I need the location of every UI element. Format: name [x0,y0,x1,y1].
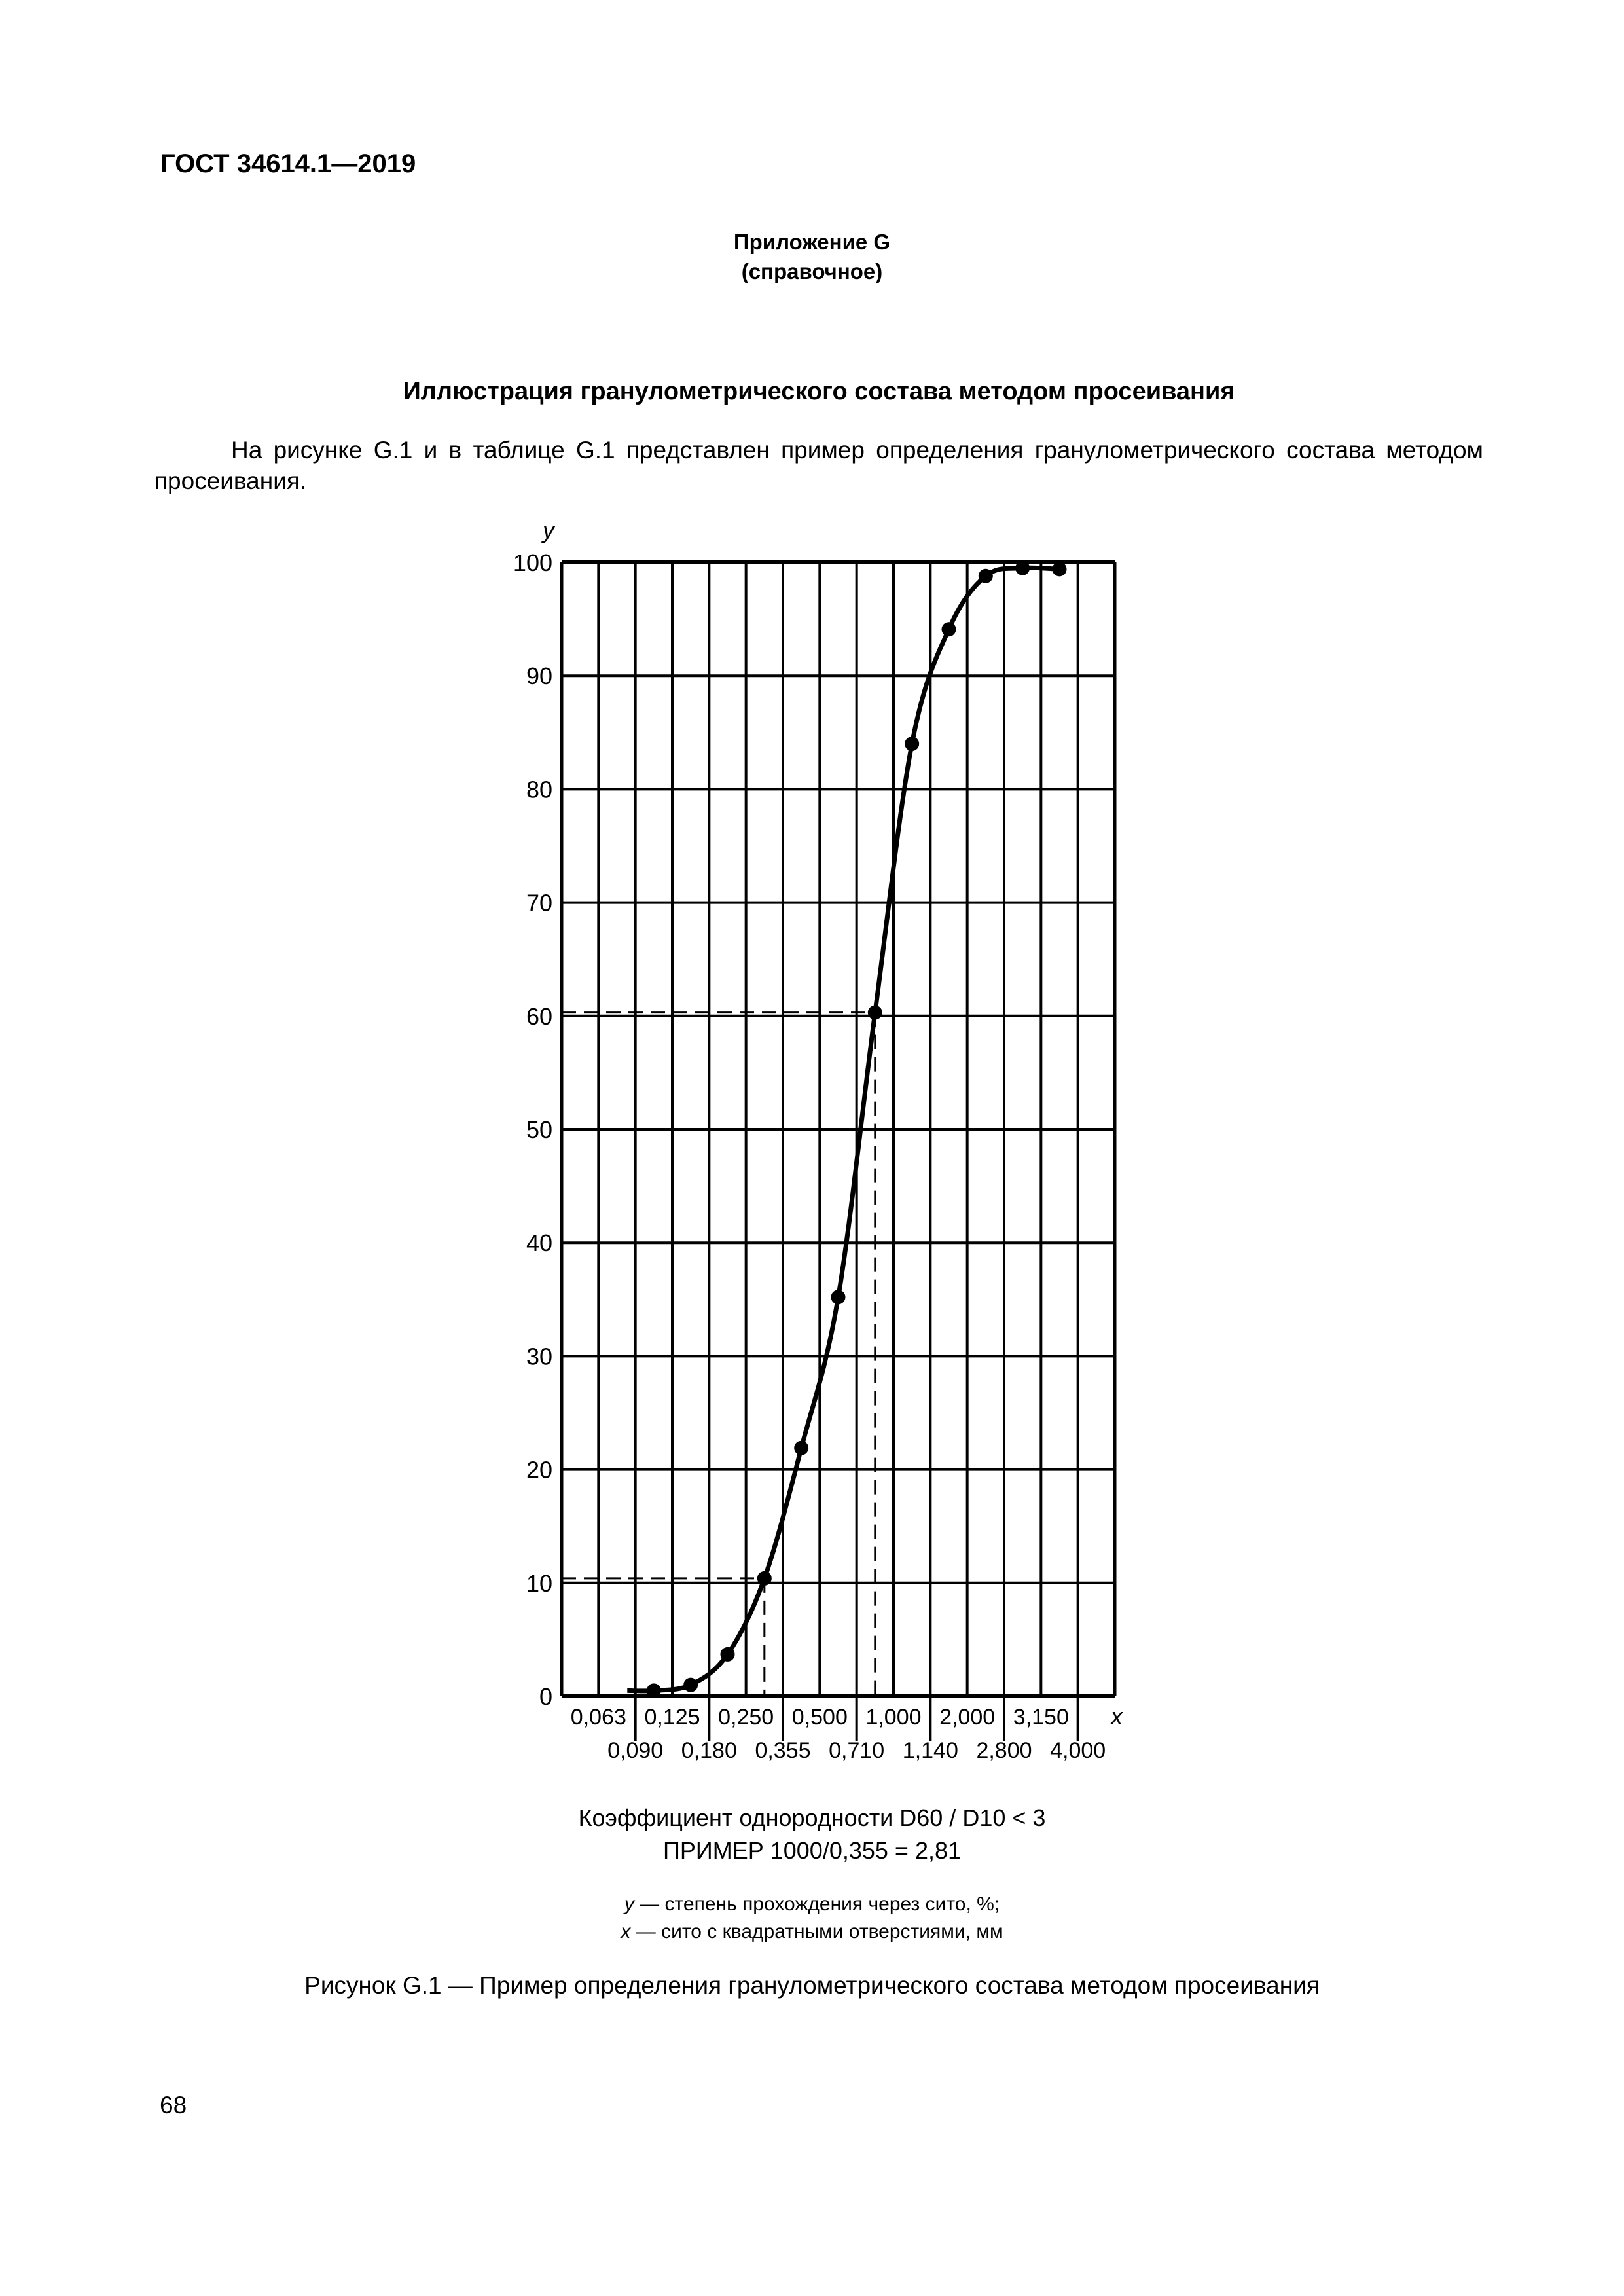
svg-text:2,800: 2,800 [976,1738,1032,1763]
legend-x: x — сито с квадратными отверстиями, мм [621,1921,1003,1942]
document-header: ГОСТ 34614.1—2019 [160,149,416,178]
svg-text:2,000: 2,000 [939,1705,995,1730]
svg-text:100: 100 [513,549,552,576]
svg-text:y: y [541,517,556,543]
svg-text:40: 40 [526,1230,552,1256]
svg-text:70: 70 [526,890,552,917]
data-point [978,568,993,583]
annex-type: (справочное) [741,259,883,283]
section-title: Иллюстрация гранулометрического состава … [403,378,1235,405]
data-point [941,622,956,637]
data-point [905,737,920,752]
svg-text:60: 60 [526,1003,552,1030]
svg-text:0,180: 0,180 [681,1738,737,1763]
annex-heading: Приложение G (справочное) [0,227,1624,286]
svg-text:3,150: 3,150 [1013,1705,1069,1730]
data-point [646,1683,661,1698]
svg-text:0,125: 0,125 [644,1705,700,1730]
granulometric-chart: 0 10 20 30 40 50 60 70 80 90 100 0,063 0,125 0,250 0,5… [513,517,1124,1763]
svg-text:0: 0 [539,1683,552,1710]
svg-text:0,090: 0,090 [607,1738,663,1763]
svg-text:30: 30 [526,1343,552,1370]
annex-title: Приложение G [733,230,891,254]
svg-text:0,710: 0,710 [829,1738,884,1763]
figure-caption: Рисунок G.1 — Пример определения грануло… [304,1972,1320,1999]
grading-curve [627,560,1067,1698]
data-point [1052,562,1067,577]
legend-y: y — степень прохождения через сито, %; [624,1893,1000,1915]
page-number: 68 [160,2092,187,2119]
svg-text:20: 20 [526,1457,552,1484]
svg-text:0,500: 0,500 [792,1705,848,1730]
data-point [1015,560,1030,575]
uniformity-note: Коэффициент однородности D60 / D10 < 3 [578,1804,1046,1831]
svg-text:90: 90 [526,663,552,689]
body-paragraph: На рисунке G.1 и в таблице G.1 представл… [154,437,1483,494]
svg-text:0,355: 0,355 [755,1738,810,1763]
data-point [794,1440,809,1455]
data-point [831,1290,846,1305]
example-note: ПРИМЕР 1000/0,355 = 2,81 [662,1837,962,1864]
svg-text:0,250: 0,250 [718,1705,774,1730]
figure-notes: Коэффициент однородности D60 / D10 < 3 П… [0,1802,1624,1867]
svg-text:10: 10 [526,1570,552,1597]
svg-text:0,063: 0,063 [571,1705,626,1730]
svg-text:1,000: 1,000 [865,1705,921,1730]
chart-grid [560,560,1117,1741]
svg-text:80: 80 [526,776,552,803]
svg-text:x: x [1110,1703,1124,1730]
axis-labels: 0 10 20 30 40 50 60 70 80 90 100 0,063 0,125 0,250 0,5… [513,517,1124,1763]
data-point [720,1647,735,1662]
data-point [683,1677,698,1692]
figure-legend: y — степень прохождения через сито, %; x… [0,1891,1624,1946]
svg-text:1,140: 1,140 [903,1738,958,1763]
data-point [867,1005,882,1020]
dashed-guides [562,1011,876,1696]
data-point [757,1571,772,1586]
svg-text:50: 50 [526,1116,552,1143]
svg-text:4,000: 4,000 [1050,1738,1106,1763]
